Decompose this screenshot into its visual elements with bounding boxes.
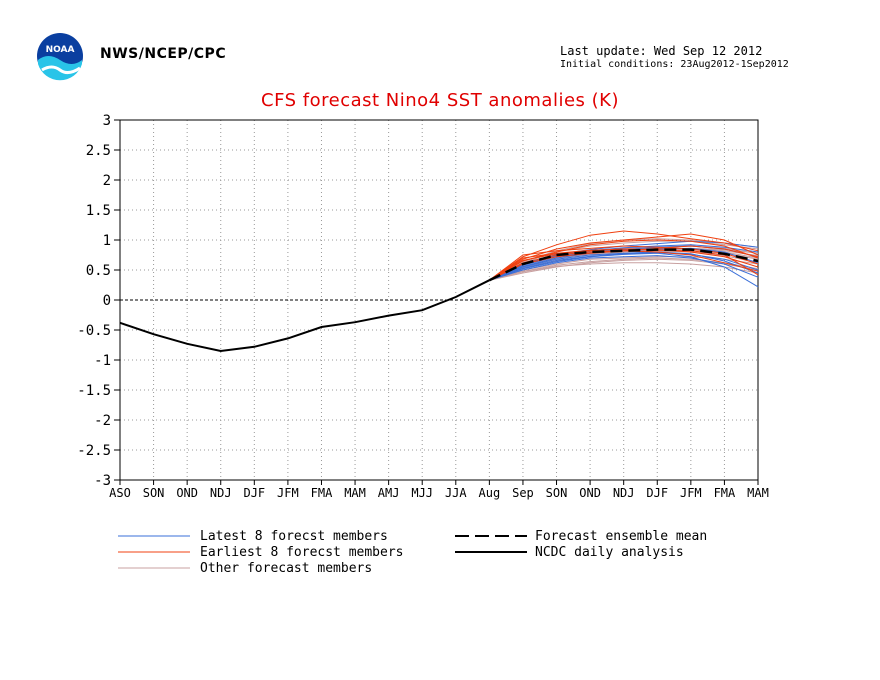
last-update: Last update: Wed Sep 12 2012: [560, 44, 763, 58]
y-tick-label: -0.5: [77, 323, 111, 339]
x-tick-label: SON: [546, 486, 568, 500]
y-tick-label: 1: [103, 233, 111, 249]
legend-label-analysis: NCDC daily analysis: [535, 545, 684, 560]
chart-title: CFS forecast Nino4 SST anomalies (K): [261, 90, 619, 111]
x-tick-label: OND: [176, 486, 198, 500]
x-tick-label: Sep: [512, 486, 534, 500]
x-tick-label: FMA: [311, 486, 333, 500]
x-tick-label: AMJ: [378, 486, 400, 500]
x-tick-label: MAM: [344, 486, 366, 500]
grid-layer: [120, 120, 758, 480]
x-tick-label: FMA: [714, 486, 736, 500]
earliest-member-line: [489, 245, 759, 281]
x-tick-label: JFM: [277, 486, 299, 500]
x-tick-label: Aug: [479, 486, 501, 500]
other-member-line: [489, 240, 759, 281]
legend-label-mean: Forecast ensemble mean: [535, 529, 707, 544]
legend-label-latest: Latest 8 forecst members: [200, 529, 388, 544]
y-tick-label: -2.5: [77, 443, 111, 459]
initial-conditions: Initial conditions: 23Aug2012-1Sep2012: [560, 59, 789, 70]
y-tick-label: -1: [94, 353, 111, 369]
earliest-member-line: [489, 248, 759, 281]
legend-label-other: Other forecast members: [200, 561, 372, 576]
plot-frame: [119, 119, 759, 481]
y-tick-label: 0.5: [86, 263, 111, 279]
noaa-logo: NOAA: [37, 33, 83, 81]
legend-label-earliest: Earliest 8 forecst members: [200, 545, 404, 560]
x-tick-label: JFM: [680, 486, 702, 500]
analysis-line: [119, 279, 490, 353]
x-tick-label: DJF: [646, 486, 668, 500]
x-tick-label: DJF: [243, 486, 265, 500]
x-tick-label: NDJ: [210, 486, 232, 500]
latest-member-line: [489, 251, 759, 281]
x-tick-label: OND: [579, 486, 601, 500]
other-member-line: [489, 258, 759, 281]
y-tick-label: 2.5: [86, 143, 111, 159]
earliest-member-line: [489, 233, 759, 281]
org-name: NWS/NCEP/CPC: [100, 46, 227, 62]
latest-member-line: [489, 252, 759, 288]
x-tick-label: MAM: [747, 486, 769, 500]
earliest-member-line: [489, 245, 759, 281]
y-tick-label: -2: [94, 413, 111, 429]
y-tick-label: -3: [94, 473, 111, 489]
y-tick-label: 1.5: [86, 203, 111, 219]
svg-text:NOAA: NOAA: [46, 45, 75, 55]
x-tick-label: SON: [143, 486, 165, 500]
other-member-line: [489, 262, 759, 281]
latest-member-line: [489, 252, 759, 281]
y-tick-label: 3: [103, 113, 111, 129]
x-tick-label: ASO: [109, 486, 131, 500]
x-tick-label: NDJ: [613, 486, 635, 500]
earliest-member-line: [489, 230, 759, 281]
latest-member-line: [489, 255, 759, 281]
y-tick-label: 0: [103, 293, 111, 309]
y-tick-label: -1.5: [77, 383, 111, 399]
x-tick-label: MJJ: [411, 486, 433, 500]
x-tick-label: JJA: [445, 486, 467, 500]
y-tick-label: 2: [103, 173, 111, 189]
series-layer: [119, 230, 759, 353]
